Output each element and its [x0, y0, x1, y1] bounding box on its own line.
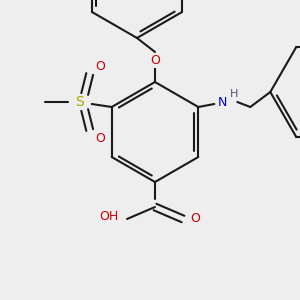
- Text: O: O: [95, 59, 105, 73]
- Text: O: O: [190, 212, 200, 226]
- Text: H: H: [230, 89, 238, 99]
- Text: N: N: [218, 95, 227, 109]
- Text: O: O: [95, 131, 105, 145]
- Text: O: O: [150, 53, 160, 67]
- Text: S: S: [75, 95, 84, 109]
- Text: OH: OH: [99, 211, 119, 224]
